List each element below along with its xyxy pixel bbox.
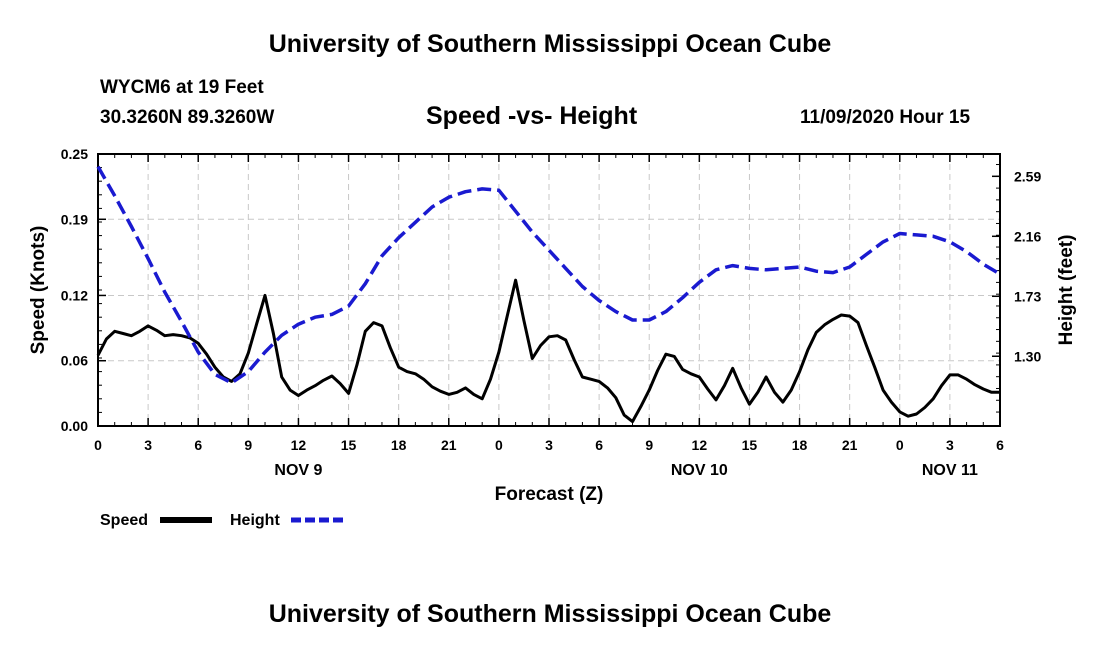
x-tick-label: 12 — [692, 437, 708, 453]
x-tick-label: 3 — [946, 437, 954, 453]
y-right-tick-label: 2.16 — [1014, 228, 1041, 244]
footer-title: University of Southern Mississippi Ocean… — [268, 600, 832, 628]
x-tick-label: 15 — [341, 437, 357, 453]
header-title: University of Southern Mississippi Ocean… — [268, 30, 832, 58]
date-label: NOV 9 — [274, 462, 322, 479]
legend-height-label: Height — [230, 512, 280, 529]
x-tick-label: 0 — [94, 437, 102, 453]
y-left-tick-label: 0.12 — [61, 287, 88, 303]
x-tick-label: 18 — [391, 437, 407, 453]
x-tick-label: 21 — [441, 437, 457, 453]
x-tick-label: 0 — [495, 437, 503, 453]
x-tick-label: 9 — [244, 437, 252, 453]
y-right-tick-label: 2.59 — [1014, 168, 1041, 184]
legend-speed-label: Speed — [100, 512, 148, 529]
x-tick-label: 15 — [742, 437, 758, 453]
x-axis-label: Forecast (Z) — [495, 484, 604, 505]
x-tick-label: 3 — [144, 437, 152, 453]
series-layer — [96, 165, 1001, 424]
y-axis-right-label: Height (feet) — [1056, 235, 1077, 346]
x-tick-label: 3 — [545, 437, 553, 453]
y-right-tick-label: 1.30 — [1014, 348, 1041, 364]
chart-title: Speed -vs- Height — [426, 102, 638, 130]
grid — [97, 153, 1001, 427]
station-coords: 30.3260N 89.3260W — [100, 107, 275, 128]
y-left-tick-label: 0.00 — [61, 418, 88, 434]
x-tick-label: 21 — [842, 437, 858, 453]
x-tick-label: 9 — [645, 437, 653, 453]
legend: Speed Height — [100, 512, 343, 529]
height-series-line — [96, 165, 1001, 385]
x-tick-label: 12 — [291, 437, 307, 453]
y-left-tick-label: 0.25 — [61, 146, 88, 162]
station-name: WYCM6 at 19 Feet — [100, 77, 264, 98]
y-left-tick-label: 0.06 — [61, 353, 88, 369]
x-tick-label: 0 — [896, 437, 904, 453]
chart-date: 11/09/2020 Hour 15 — [800, 107, 971, 128]
x-tick-label: 6 — [996, 437, 1004, 453]
x-tick-label: 6 — [194, 437, 202, 453]
y-axis-left-label: Speed (Knots) — [28, 226, 49, 355]
y-left-tick-label: 0.19 — [61, 211, 88, 227]
axis-ticks: 0 3 6 9 12 15 18 21 0 3 6 9 12 15 18 21 0 3 6 NOV 9 NOV 10 NO… — [61, 146, 1042, 479]
x-tick-label: 18 — [792, 437, 808, 453]
date-label: NOV 11 — [922, 462, 978, 479]
y-right-tick-label: 1.73 — [1014, 288, 1041, 304]
x-tick-label: 6 — [595, 437, 603, 453]
date-label: NOV 10 — [671, 462, 728, 479]
speed-series-line — [96, 278, 1000, 424]
